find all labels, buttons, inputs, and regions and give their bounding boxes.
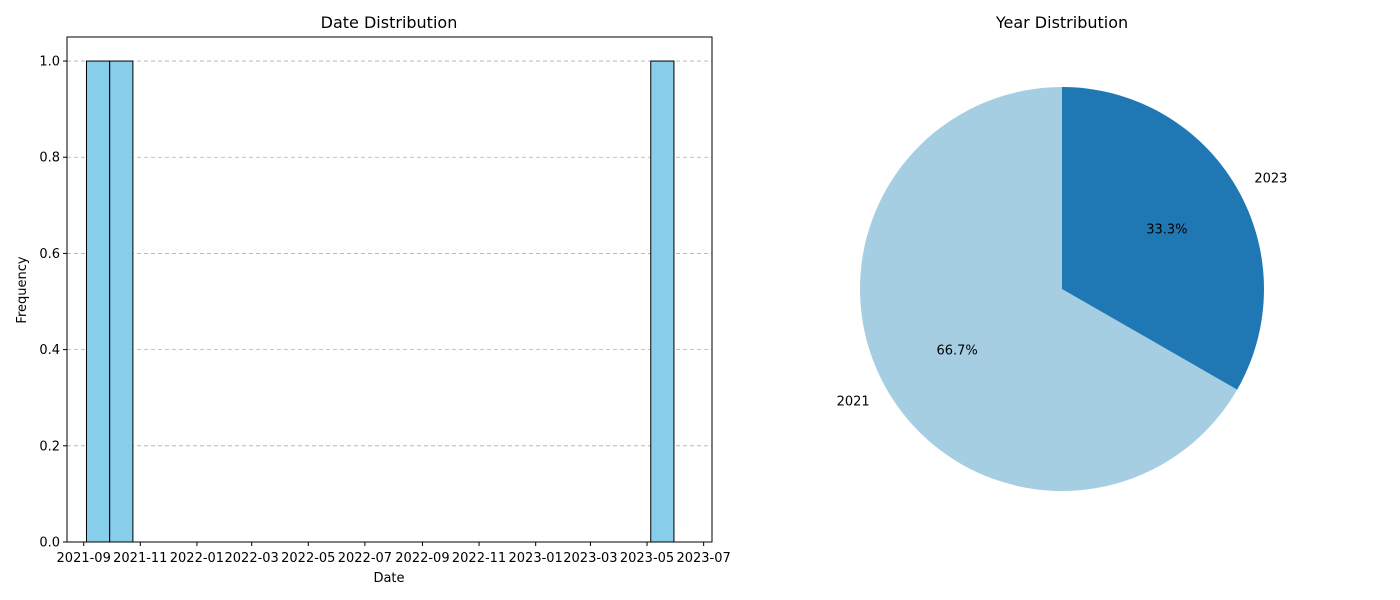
hist-ylabel: Frequency bbox=[15, 256, 30, 323]
pie-label-2021: 2021 bbox=[837, 394, 870, 409]
pie-title: Year Distribution bbox=[995, 13, 1128, 32]
hist-xtick-label: 2023-01 bbox=[509, 551, 563, 566]
pie-slice-2023 bbox=[1062, 87, 1264, 390]
hist-xtick-label: 2023-03 bbox=[563, 551, 617, 566]
hist-xtick-label: 2022-01 bbox=[170, 551, 224, 566]
hist-y-axis: 0.0 0.2 0.4 0.6 0.8 1.0 bbox=[39, 55, 67, 551]
hist-ytick-label: 0.4 bbox=[39, 343, 60, 358]
hist-xtick-label: 2022-11 bbox=[452, 551, 506, 566]
pie-pct-2021: 66.7% bbox=[936, 344, 977, 359]
pie-slice-2021 bbox=[859, 87, 1238, 491]
hist-bar bbox=[650, 60, 675, 543]
hist-bar bbox=[85, 60, 111, 543]
hist-xtick-label: 2023-05 bbox=[620, 551, 674, 566]
hist-bars bbox=[85, 60, 675, 543]
hist-ytick-label: 0.6 bbox=[39, 247, 60, 262]
year-pie-chart: Year Distribution 2021 66.7% 2023 33.3% bbox=[837, 13, 1288, 491]
date-histogram: Date Distribution 0.0 0.2 0.4 0.6 0.8 1.0 202… bbox=[15, 13, 731, 586]
hist-ytick-label: 0.2 bbox=[39, 439, 60, 454]
pie-slices bbox=[859, 87, 1264, 491]
hist-xtick-label: 2023-07 bbox=[676, 551, 730, 566]
hist-bar bbox=[109, 60, 134, 543]
hist-xtick-label: 2021-11 bbox=[113, 551, 167, 566]
hist-x-axis: 2021-09 2021-11 2022-01 2022-03 2022-05 2022-… bbox=[57, 542, 731, 566]
hist-xtick-label: 2022-03 bbox=[225, 551, 279, 566]
hist-ytick-label: 0.0 bbox=[39, 536, 60, 551]
pie-pct-2023: 33.3% bbox=[1146, 222, 1187, 237]
hist-xtick-label: 2021-09 bbox=[57, 551, 111, 566]
hist-xtick-label: 2022-07 bbox=[338, 551, 392, 566]
hist-ytick-label: 1.0 bbox=[39, 55, 60, 70]
hist-frame bbox=[66, 36, 713, 543]
hist-ytick-label: 0.8 bbox=[39, 151, 60, 166]
hist-xtick-label: 2022-09 bbox=[395, 551, 449, 566]
hist-xtick-label: 2022-05 bbox=[281, 551, 335, 566]
hist-xlabel: Date bbox=[373, 571, 404, 586]
hist-grid bbox=[67, 60, 712, 543]
pie-labels: 2021 66.7% 2023 33.3% bbox=[837, 172, 1288, 410]
pie-label-2023: 2023 bbox=[1254, 172, 1287, 187]
hist-title: Date Distribution bbox=[321, 13, 458, 32]
